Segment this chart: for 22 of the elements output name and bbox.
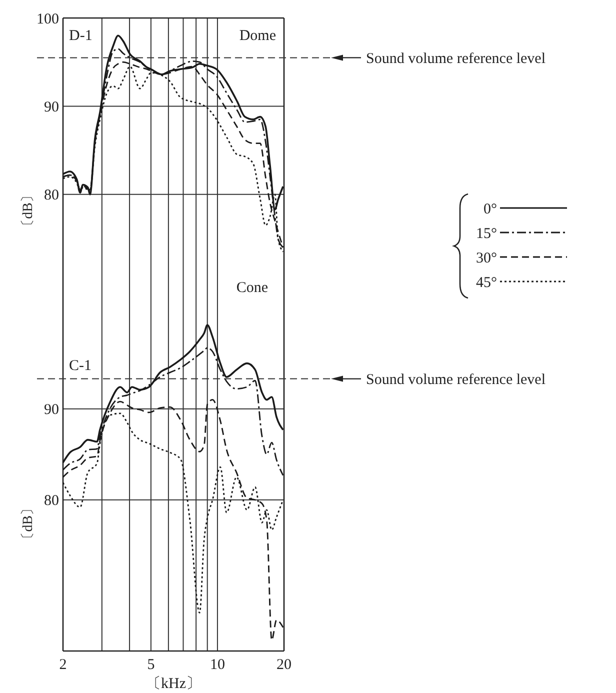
x-tick-label: 5 (147, 657, 155, 673)
y-tick-label: 80 (44, 493, 59, 510)
ref-line-label: Sound volume reference level (366, 372, 546, 388)
y-tick-label: 90 (44, 402, 59, 418)
y-tick-label: 100 (36, 11, 59, 28)
y-axis-title: 〔dB〕 (20, 501, 36, 546)
legend-label: 15° (476, 226, 497, 242)
ref-line-label: Sound volume reference level (366, 50, 546, 67)
x-tick-label: 2 (59, 657, 67, 673)
y-axis-title: 〔dB〕 (20, 188, 36, 233)
y-tick-label: 90 (44, 99, 59, 116)
x-axis-title: 〔kHz〕 (146, 675, 201, 692)
legend-label: 45° (476, 274, 497, 291)
x-tick-label: 10 (210, 657, 225, 673)
annotation: D-1 (69, 28, 92, 44)
annotation: C-1 (69, 358, 92, 374)
legend-label: 30° (476, 250, 497, 266)
annotation: Dome (239, 28, 276, 44)
legend-label: 0° (484, 201, 497, 218)
x-tick-label: 20 (276, 657, 292, 673)
annotation: Cone (236, 280, 268, 296)
y-tick-label: 80 (44, 188, 59, 204)
